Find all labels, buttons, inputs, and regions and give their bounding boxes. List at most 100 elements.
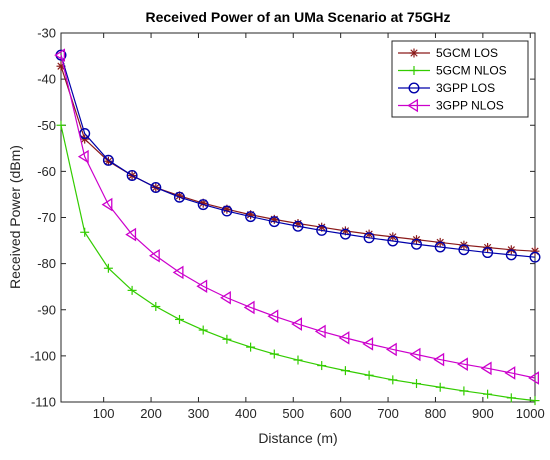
data-point xyxy=(102,154,114,166)
legend-label: 3GPP NLOS xyxy=(436,99,504,113)
data-point xyxy=(364,229,374,239)
data-point xyxy=(316,224,328,236)
data-point xyxy=(340,366,350,376)
data-point xyxy=(150,182,162,194)
data-point xyxy=(362,337,374,351)
data-point xyxy=(338,331,350,345)
x-tick-label: 400 xyxy=(235,406,257,421)
data-point xyxy=(197,199,209,211)
data-point xyxy=(364,370,374,380)
data-point xyxy=(101,197,113,212)
data-point xyxy=(125,227,137,242)
x-tick-label: 700 xyxy=(377,406,399,421)
data-point xyxy=(246,342,256,352)
data-point xyxy=(267,309,279,323)
data-point xyxy=(245,211,257,223)
y-tick-label: -70 xyxy=(37,210,56,225)
series-5gcm-nlos xyxy=(56,120,540,406)
data-point xyxy=(506,393,516,403)
x-axis-label: Distance (m) xyxy=(258,430,337,446)
data-point xyxy=(433,352,445,367)
data-point xyxy=(528,371,540,385)
data-point xyxy=(529,251,541,263)
x-tick-label: 800 xyxy=(425,406,447,421)
y-tick-label: -60 xyxy=(37,164,56,179)
data-point xyxy=(77,149,89,164)
data-point xyxy=(126,170,138,182)
series-3gpp-los xyxy=(55,49,541,263)
x-tick-label: 900 xyxy=(472,406,494,421)
data-point xyxy=(172,265,184,280)
data-point xyxy=(80,134,90,144)
data-point xyxy=(411,238,423,250)
y-tick-label: -30 xyxy=(37,26,56,41)
data-point xyxy=(222,334,232,344)
data-point xyxy=(243,300,255,315)
data-point xyxy=(458,244,470,256)
series-3gpp-nlos xyxy=(54,48,540,385)
y-tick-label: -40 xyxy=(37,72,56,87)
data-point xyxy=(148,249,160,263)
data-point xyxy=(412,379,421,389)
data-point xyxy=(80,227,90,237)
x-tick-label: 100 xyxy=(93,406,115,421)
x-tick-label: 1000 xyxy=(516,406,545,421)
data-point xyxy=(173,191,185,203)
plot-area: 100 200 300 400 500 600 700 800 900 1000 -110 -100 -… xyxy=(30,26,545,422)
legend-item: 3GPP NLOS xyxy=(398,99,504,113)
series-line xyxy=(60,55,536,379)
y-tick-label: -80 xyxy=(37,256,56,271)
legend-label: 5GCM NLOS xyxy=(436,64,507,78)
data-point xyxy=(435,382,445,392)
data-point xyxy=(504,366,516,380)
data-point xyxy=(480,361,492,376)
data-point xyxy=(457,357,468,371)
legend-item: 5GCM NLOS xyxy=(398,64,507,78)
data-point xyxy=(196,279,208,293)
data-point xyxy=(530,396,540,406)
y-tick-label: -50 xyxy=(37,118,56,133)
data-point xyxy=(483,389,493,399)
legend-marker xyxy=(409,66,419,75)
x-tick-label: 300 xyxy=(188,406,210,421)
y-tick-label: -110 xyxy=(31,395,56,410)
data-point xyxy=(387,235,399,247)
legend-marker xyxy=(408,82,420,94)
data-point xyxy=(151,302,161,312)
data-point xyxy=(268,216,280,228)
legend-label: 5GCM LOS xyxy=(436,46,498,60)
data-point xyxy=(314,324,326,339)
data-point xyxy=(220,290,231,305)
data-point xyxy=(317,361,327,371)
x-tick-label: 500 xyxy=(282,406,304,421)
legend-item: 5GCM LOS xyxy=(398,46,498,60)
legend: 5GCM LOS 5GCM NLOS 3GPP LOS 3GPP NLOS xyxy=(391,40,529,118)
data-point xyxy=(103,263,113,273)
data-point xyxy=(505,249,517,261)
data-point xyxy=(459,386,469,396)
chart-title: Received Power of an UMa Scenario at 75G… xyxy=(146,9,451,25)
data-point xyxy=(363,232,375,244)
x-tick-label: 200 xyxy=(140,406,162,421)
y-axis-label: Received Power (dBm) xyxy=(7,145,23,289)
legend-label: 3GPP LOS xyxy=(436,81,495,95)
data-point xyxy=(388,375,398,385)
series-line xyxy=(60,54,536,258)
data-point xyxy=(56,120,66,130)
data-point xyxy=(221,205,233,217)
legend-item: 3GPP LOS xyxy=(398,81,495,95)
legend-marker xyxy=(407,98,419,113)
data-point xyxy=(291,317,303,331)
data-point xyxy=(409,347,421,362)
data-point xyxy=(293,355,303,365)
data-point xyxy=(103,156,113,166)
data-point xyxy=(385,342,397,357)
data-point xyxy=(269,349,279,359)
x-tick-label: 600 xyxy=(330,406,352,421)
y-tick-label: -90 xyxy=(37,302,56,317)
data-point xyxy=(198,325,208,335)
data-point xyxy=(434,241,446,253)
data-point xyxy=(339,228,351,240)
data-point xyxy=(175,314,184,324)
